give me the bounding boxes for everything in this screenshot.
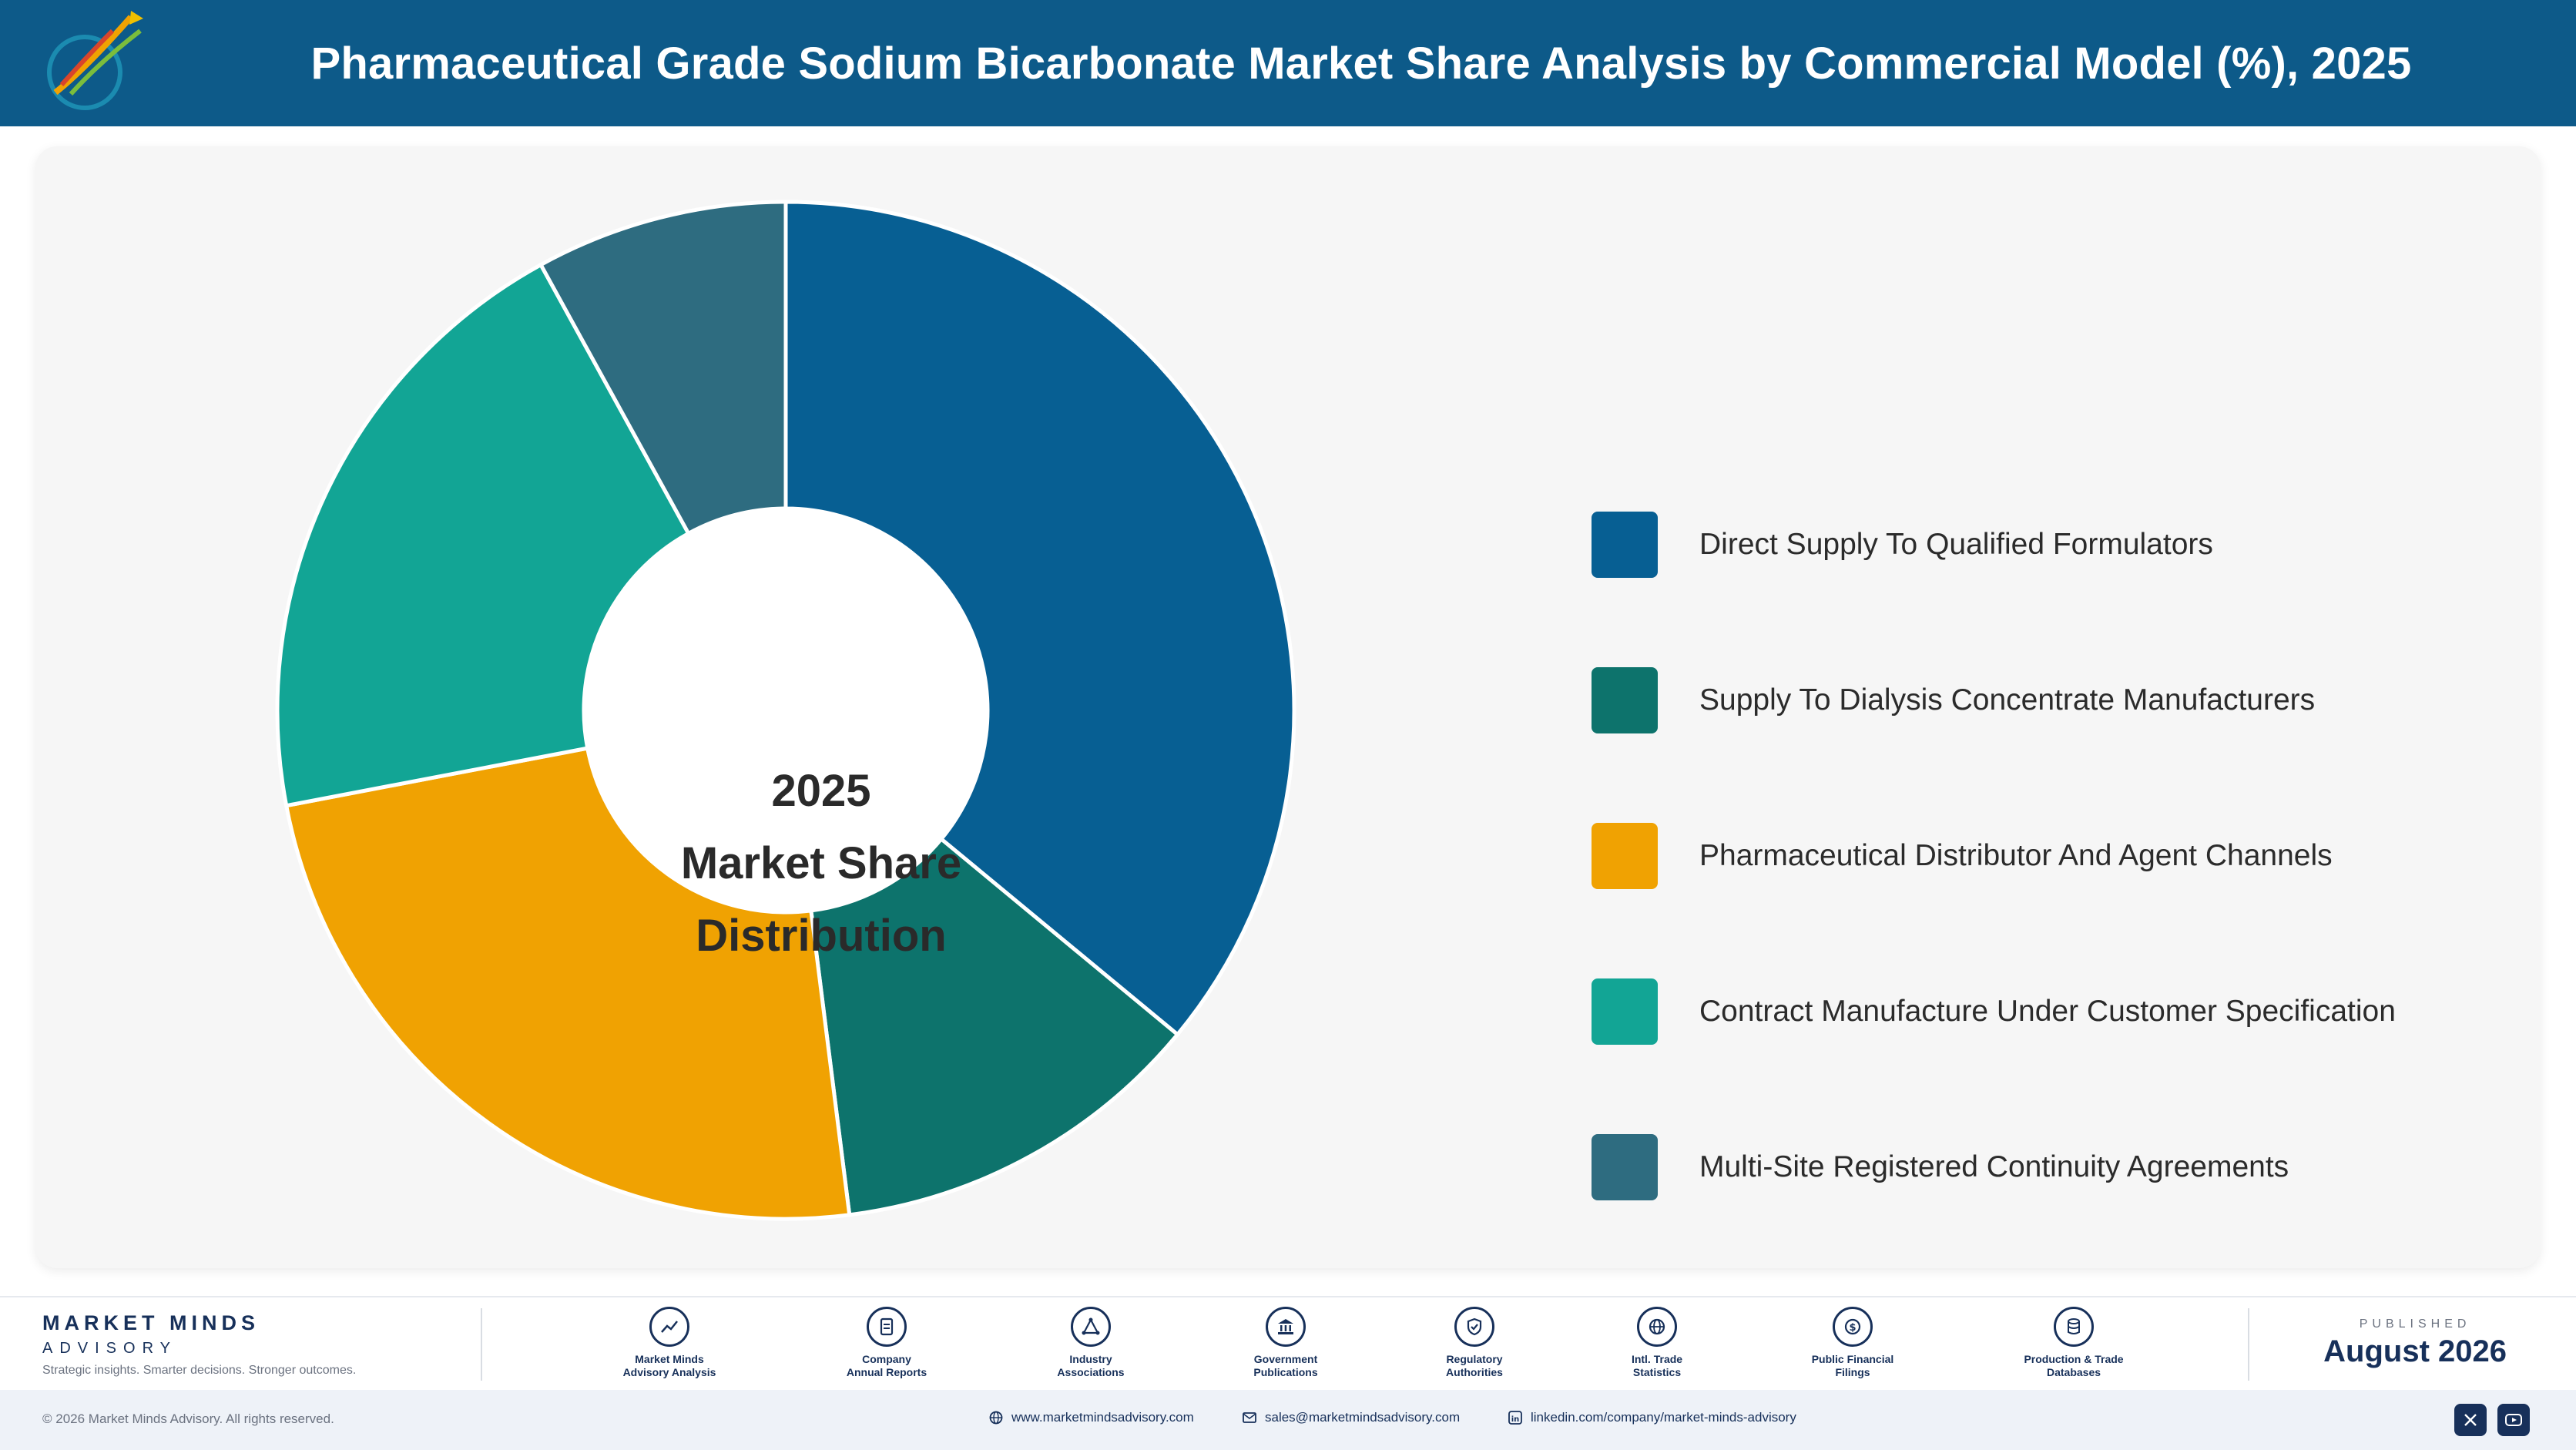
published-date: August 2026 [2323, 1334, 2507, 1368]
dollar-coin-icon: $ [1833, 1307, 1873, 1347]
legend-label-3: Pharmaceutical Distributor And Agent Cha… [1699, 839, 2333, 872]
source-item-6: Intl. Trade Statistics [1572, 1307, 1742, 1379]
website-text: www.marketmindsadvisory.com [1011, 1410, 1194, 1425]
source-label-5: Regulatory Authorities [1446, 1353, 1503, 1378]
legend-swatch-4 [1592, 978, 1658, 1045]
center-label-year: 2025 [771, 766, 871, 816]
network-icon [1071, 1307, 1111, 1347]
footer-bottom-bar: © 2026 Market Minds Advisory. All rights… [0, 1390, 2576, 1450]
globe-icon [1637, 1307, 1677, 1347]
legend-swatch-3 [1592, 823, 1658, 889]
youtube-social-button[interactable] [2497, 1404, 2530, 1436]
chart-line-icon [649, 1307, 689, 1347]
donut-chart [275, 200, 1296, 1221]
x-social-button[interactable] [2454, 1404, 2487, 1436]
footer-divider-right [2248, 1308, 2249, 1381]
source-item-8: Production & Trade Databases [1989, 1307, 2158, 1379]
source-item-7: $ Public Financial Filings [1768, 1307, 1937, 1379]
published-label: PUBLISHED [2359, 1317, 2471, 1331]
page-title: Pharmaceutical Grade Sodium Bicarbonate … [310, 38, 2412, 89]
legend-item-4: Contract Manufacture Under Customer Spec… [1592, 978, 2516, 1045]
footer-brand: MARKET MINDS ADVISORY Strategic insights… [42, 1311, 356, 1378]
brand-tagline: Strategic insights. Smarter decisions. S… [42, 1364, 357, 1377]
legend-item-2: Supply To Dialysis Concentrate Manufactu… [1592, 667, 2516, 733]
government-building-icon [1266, 1307, 1306, 1347]
legend-swatch-1 [1592, 512, 1658, 578]
linkedin-icon: in [1508, 1411, 1522, 1425]
source-label-4: Government Publications [1253, 1353, 1318, 1378]
legend-label-4: Contract Manufacture Under Customer Spec… [1699, 995, 2396, 1028]
center-label-line-3: Distribution [696, 911, 947, 961]
legend-swatch-2 [1592, 667, 1658, 733]
globe-icon [989, 1411, 1003, 1425]
brand-name: MARKET MINDS [42, 1311, 260, 1334]
svg-text:in: in [1511, 1415, 1520, 1424]
legend-label-5: Multi-Site Registered Continuity Agreeme… [1699, 1150, 2289, 1183]
youtube-icon [2505, 1414, 2522, 1426]
x-icon [2464, 1414, 2477, 1426]
center-label-line-2: Market Share [680, 838, 962, 888]
source-label-6: Intl. Trade Statistics [1631, 1353, 1683, 1378]
source-item-5: Regulatory Authorities [1390, 1307, 1559, 1379]
website-link[interactable]: www.marketmindsadvisory.com [988, 1410, 1194, 1425]
source-label-1: Market Minds Advisory Analysis [622, 1353, 716, 1378]
published-block: PUBLISHED August 2026 [2323, 1317, 2507, 1369]
source-label-3: Industry Associations [1057, 1353, 1125, 1378]
legend-item-3: Pharmaceutical Distributor And Agent Cha… [1592, 823, 2516, 889]
mail-icon [1243, 1412, 1256, 1423]
copyright-text: © 2026 Market Minds Advisory. All rights… [42, 1411, 334, 1426]
market-minds-logo-icon [47, 11, 143, 110]
legend-label-1: Direct Supply To Qualified Formulators [1699, 528, 2213, 561]
legend-item-5: Multi-Site Registered Continuity Agreeme… [1592, 1134, 2516, 1200]
brand-subtitle: ADVISORY [42, 1340, 177, 1357]
document-icon [867, 1307, 907, 1347]
source-item-1: Market Minds Advisory Analysis [585, 1307, 754, 1379]
source-label-8: Production & Trade Databases [2024, 1353, 2124, 1378]
shield-check-icon [1454, 1307, 1494, 1347]
footer-sources-band: MARKET MINDS ADVISORY Strategic insights… [0, 1296, 2576, 1391]
source-item-4: Government Publications [1201, 1307, 1370, 1379]
data-sources: Market Minds Advisory Analysis Company A… [0, 1297, 2576, 1391]
svg-text:$: $ [1849, 1322, 1856, 1334]
legend-label-2: Supply To Dialysis Concentrate Manufactu… [1699, 683, 2316, 717]
chart-card: 2025 Market Share Distribution Direct Su… [35, 146, 2541, 1268]
linkedin-link[interactable]: in linkedin.com/company/market-minds-adv… [1508, 1410, 1796, 1425]
legend-swatch-5 [1592, 1134, 1658, 1200]
linkedin-text: linkedin.com/company/market-minds-adviso… [1531, 1410, 1796, 1425]
donut-center-label: 2025 Market Share Distribution [636, 755, 1006, 972]
legend-item-1: Direct Supply To Qualified Formulators [1592, 512, 2516, 578]
database-icon [2054, 1307, 2094, 1347]
email-link[interactable]: sales@marketmindsadvisory.com [1242, 1410, 1460, 1425]
footer-divider-left [481, 1308, 482, 1381]
donut-hole [584, 509, 988, 912]
source-label-7: Public Financial Filings [1811, 1353, 1894, 1378]
source-item-3: Industry Associations [1006, 1307, 1176, 1379]
source-label-2: Company Annual Reports [846, 1353, 927, 1378]
header-bar: Pharmaceutical Grade Sodium Bicarbonate … [0, 0, 2576, 126]
email-text: sales@marketmindsadvisory.com [1265, 1410, 1461, 1425]
source-item-2: Company Annual Reports [802, 1307, 971, 1379]
